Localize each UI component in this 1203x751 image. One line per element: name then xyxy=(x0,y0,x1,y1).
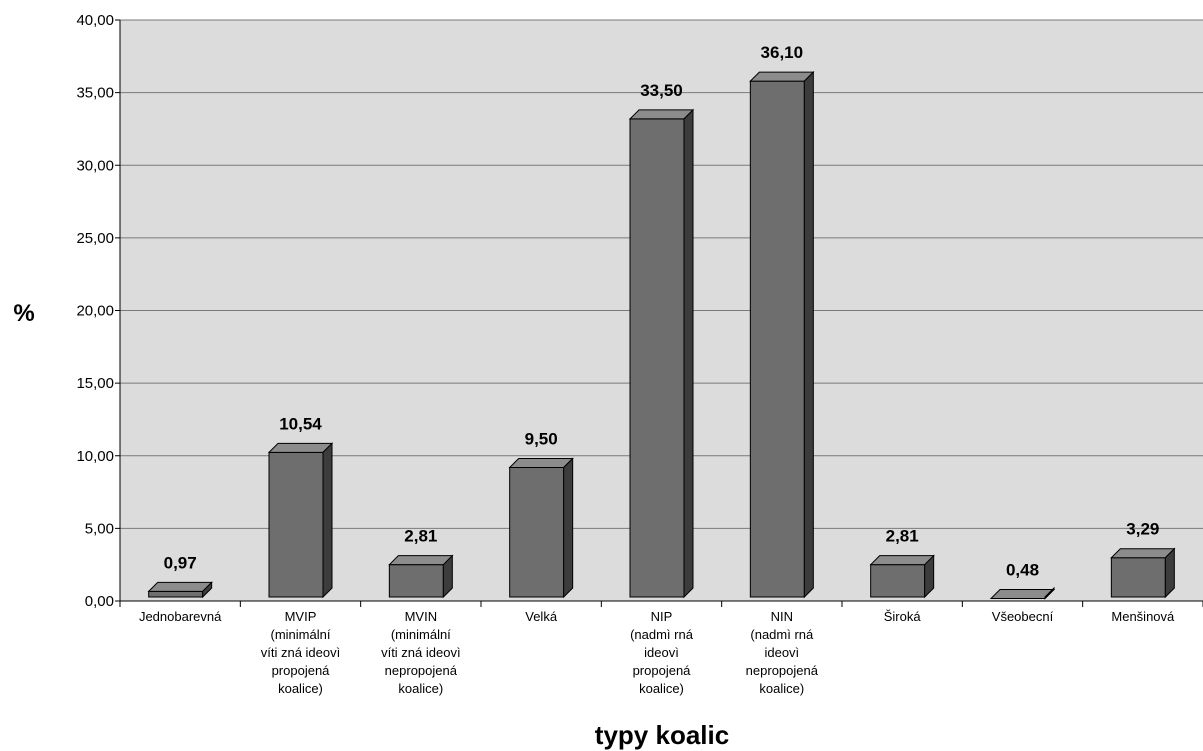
bar-top xyxy=(628,109,695,120)
category-label-line: MVIN xyxy=(405,609,438,624)
bar xyxy=(147,581,213,599)
category-label-line: Všeobecní xyxy=(992,609,1054,624)
category-label-line: víti zná ideovì xyxy=(261,645,341,660)
bar-top xyxy=(388,555,454,566)
bar-top xyxy=(508,458,574,469)
category-label-line: ideovì xyxy=(764,645,799,660)
category-label-line: propojená xyxy=(272,663,331,678)
category-label: Všeobecní xyxy=(992,609,1054,624)
category-label: Menšinová xyxy=(1111,609,1175,624)
y-tick-label: 10,00 xyxy=(76,448,114,465)
bar-front xyxy=(870,564,926,598)
y-axis: 0,00 5,00 10,00 15,00 20,00 25,00 30,00 35,00 40… xyxy=(76,12,121,610)
y-tick-label: 40,00 xyxy=(76,12,114,29)
bar xyxy=(388,554,454,599)
category-label-line: koalice) xyxy=(398,681,443,696)
bar-top xyxy=(749,71,815,82)
bar-side xyxy=(563,457,574,599)
y-axis-title: % xyxy=(13,300,34,327)
category-label: MVIN (minimální víti zná ideovì nepropojená… xyxy=(381,609,461,696)
bar xyxy=(508,457,574,599)
bar-front xyxy=(148,590,204,598)
bar-side xyxy=(1164,547,1175,599)
category-label: NIP (nadmì rná ideovì propojená koalice) xyxy=(630,609,694,696)
x-axis xyxy=(119,600,1203,607)
bar-side xyxy=(202,581,213,599)
bar-front xyxy=(629,118,685,598)
category-label-line: koalice) xyxy=(639,681,684,696)
bar xyxy=(869,554,935,599)
bar-side xyxy=(322,442,333,599)
category-label-line: (nadmì rná xyxy=(750,627,814,642)
y-tick-label: 30,00 xyxy=(76,157,114,174)
data-label: 0,97 xyxy=(164,553,197,572)
bar-top xyxy=(267,442,334,453)
category-label-line: koalice) xyxy=(759,681,804,696)
bar-top xyxy=(147,581,213,592)
bar-front xyxy=(1110,557,1166,598)
y-tick-label: 20,00 xyxy=(76,303,114,320)
category-label-line: (nadmì rná xyxy=(630,627,694,642)
y-tick-label: 5,00 xyxy=(85,520,114,537)
category-label: MVIP (minimální víti zná ideovì propojená ko… xyxy=(261,609,341,696)
data-label: 2,81 xyxy=(886,527,919,546)
y-tick-label: 35,00 xyxy=(76,85,114,102)
category-label-line: MVIP xyxy=(285,609,317,624)
category-label: NIN (nadmì rná ideovì nepropojená koalice) xyxy=(746,609,819,696)
bar-top xyxy=(1110,548,1176,559)
category-label-line: koalice) xyxy=(278,681,323,696)
bar xyxy=(628,108,695,599)
category-label-line: nepropojená xyxy=(746,663,819,678)
category-label-line: víti zná ideovì xyxy=(381,645,461,660)
category-label-line: (minimální xyxy=(391,627,451,642)
y-tick-label: 0,00 xyxy=(85,593,114,610)
category-label-line: NIN xyxy=(771,609,793,624)
bar-side xyxy=(924,554,935,599)
data-label: 0,48 xyxy=(1006,561,1039,580)
x-axis-title: typy koalic xyxy=(595,720,729,750)
category-label-line: propojená xyxy=(633,663,692,678)
bar xyxy=(989,586,1056,600)
bar-front xyxy=(749,80,805,598)
category-label: Široká xyxy=(884,609,922,624)
bar xyxy=(749,70,815,599)
bars xyxy=(147,70,1176,600)
bar-front xyxy=(509,467,565,598)
bar xyxy=(1110,547,1176,599)
data-label: 2,81 xyxy=(404,527,437,546)
bar-front xyxy=(388,564,444,598)
data-label: 33,50 xyxy=(640,81,683,100)
category-label-line: Široká xyxy=(884,609,922,624)
category-label-line: (minimální xyxy=(271,627,331,642)
category-label-line: nepropojená xyxy=(385,663,458,678)
y-tick-label: 15,00 xyxy=(76,375,114,392)
data-label: 10,54 xyxy=(279,414,322,433)
category-label-line: Menšinová xyxy=(1111,609,1175,624)
category-label-line: NIP xyxy=(651,609,673,624)
bar-side xyxy=(803,70,814,599)
category-label: Velká xyxy=(525,609,558,624)
category-label-line: ideovì xyxy=(644,645,679,660)
data-label: 36,10 xyxy=(761,43,804,62)
bar-side xyxy=(442,554,453,599)
data-label: 9,50 xyxy=(525,430,558,449)
category-label-line: Velká xyxy=(525,609,558,624)
bar-front xyxy=(268,451,324,598)
y-tick-label: 25,00 xyxy=(76,230,114,247)
category-label: Jednobarevná xyxy=(139,609,222,624)
bar xyxy=(267,442,334,599)
category-label-line: Jednobarevná xyxy=(139,609,222,624)
data-labels: 0,97 10,54 2,81 9,50 33,50 36,10 2,81 0,48 3,29 xyxy=(164,43,1160,579)
data-label: 3,29 xyxy=(1126,520,1159,539)
bar-side xyxy=(1044,586,1055,600)
category-labels: Jednobarevná MVIP (minimální víti zná ideov… xyxy=(139,609,1175,696)
bar-top xyxy=(869,555,935,566)
bar-side xyxy=(683,108,694,599)
